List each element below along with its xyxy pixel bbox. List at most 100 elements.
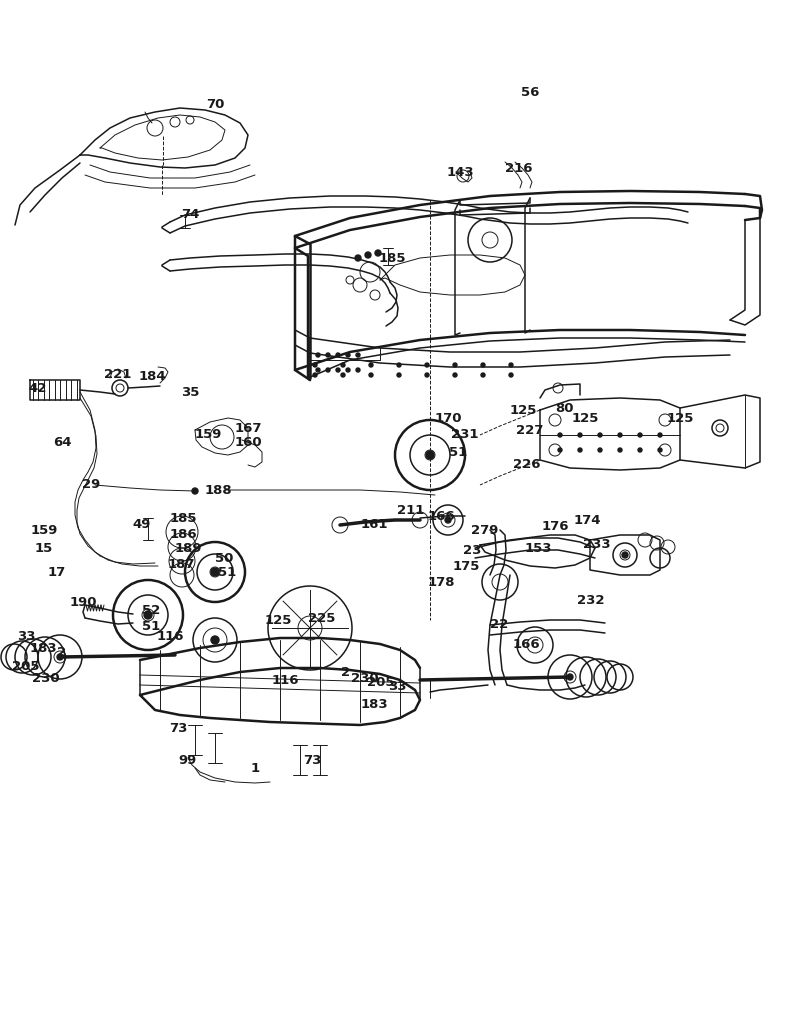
Text: 166: 166: [512, 639, 540, 651]
Text: 15: 15: [35, 542, 53, 555]
Text: 33: 33: [387, 680, 406, 692]
Text: 205: 205: [367, 677, 394, 689]
Circle shape: [481, 362, 485, 367]
Text: 205: 205: [13, 660, 39, 674]
Circle shape: [192, 488, 198, 494]
Text: 73: 73: [169, 723, 187, 735]
Text: 52: 52: [142, 604, 160, 617]
Circle shape: [365, 252, 371, 258]
Circle shape: [445, 517, 451, 523]
Circle shape: [658, 449, 662, 452]
Circle shape: [211, 568, 219, 575]
Circle shape: [453, 362, 457, 367]
Circle shape: [397, 373, 401, 377]
Circle shape: [316, 368, 320, 372]
Text: 231: 231: [451, 428, 479, 441]
Circle shape: [336, 353, 340, 357]
Text: 23: 23: [463, 544, 481, 556]
Circle shape: [313, 373, 317, 377]
Text: 143: 143: [447, 166, 474, 178]
Text: 188: 188: [204, 483, 232, 497]
Text: 175: 175: [452, 559, 480, 572]
Circle shape: [355, 255, 361, 261]
Text: 64: 64: [53, 436, 71, 450]
Circle shape: [425, 362, 429, 367]
Circle shape: [57, 654, 63, 660]
Text: 233: 233: [583, 539, 611, 552]
Circle shape: [622, 552, 628, 558]
Text: 279: 279: [471, 524, 499, 538]
Text: 230: 230: [351, 672, 379, 684]
Circle shape: [144, 611, 152, 618]
Circle shape: [598, 449, 602, 452]
Text: 225: 225: [308, 611, 335, 625]
Text: 167: 167: [234, 422, 262, 434]
Circle shape: [426, 451, 434, 459]
Text: 125: 125: [667, 412, 694, 425]
Text: 170: 170: [434, 412, 462, 425]
Circle shape: [397, 362, 401, 367]
Text: 226: 226: [514, 459, 540, 471]
Text: 216: 216: [505, 162, 533, 174]
Circle shape: [341, 362, 345, 367]
Text: 174: 174: [574, 514, 600, 527]
Circle shape: [558, 449, 562, 452]
Circle shape: [346, 368, 350, 372]
Text: 230: 230: [32, 672, 60, 684]
Text: 29: 29: [82, 477, 100, 490]
Text: 159: 159: [30, 523, 58, 537]
Circle shape: [316, 353, 320, 357]
Circle shape: [326, 353, 330, 357]
Circle shape: [369, 362, 373, 367]
Text: 73: 73: [303, 754, 321, 767]
Circle shape: [509, 373, 513, 377]
Text: 189: 189: [174, 543, 202, 555]
Text: 159: 159: [194, 427, 222, 440]
Circle shape: [356, 368, 360, 372]
Circle shape: [211, 636, 219, 644]
Text: 183: 183: [361, 698, 388, 712]
Circle shape: [369, 373, 373, 377]
Text: 186: 186: [169, 527, 196, 541]
Circle shape: [558, 433, 562, 437]
Text: 42: 42: [29, 382, 47, 394]
Circle shape: [346, 353, 350, 357]
Circle shape: [618, 433, 622, 437]
Text: 178: 178: [428, 575, 454, 589]
Circle shape: [356, 353, 360, 357]
Text: 232: 232: [578, 594, 604, 606]
Text: 2: 2: [58, 646, 66, 659]
Text: 125: 125: [571, 412, 599, 425]
Text: 50: 50: [215, 552, 234, 564]
Text: 161: 161: [361, 517, 387, 530]
Circle shape: [425, 373, 429, 377]
Circle shape: [509, 362, 513, 367]
Text: 74: 74: [181, 209, 199, 221]
Text: 183: 183: [29, 641, 57, 654]
Text: 35: 35: [181, 386, 199, 399]
Text: 187: 187: [167, 557, 195, 570]
Text: 190: 190: [69, 596, 97, 608]
Circle shape: [313, 362, 317, 367]
Text: 33: 33: [17, 631, 36, 643]
Circle shape: [341, 373, 345, 377]
Text: 185: 185: [378, 252, 406, 264]
Text: 153: 153: [524, 543, 552, 555]
Text: 185: 185: [170, 512, 196, 525]
Text: 99: 99: [179, 754, 197, 767]
Text: 125: 125: [510, 404, 537, 418]
Text: 70: 70: [206, 98, 224, 112]
Circle shape: [453, 373, 457, 377]
Text: 2: 2: [342, 666, 350, 679]
Text: 1: 1: [250, 762, 260, 774]
Text: 22: 22: [490, 617, 508, 631]
Text: 56: 56: [521, 85, 539, 98]
Circle shape: [578, 433, 582, 437]
Circle shape: [638, 433, 642, 437]
Circle shape: [578, 449, 582, 452]
Circle shape: [638, 449, 642, 452]
Text: 51: 51: [218, 566, 236, 580]
Circle shape: [481, 373, 485, 377]
Text: 227: 227: [516, 424, 544, 436]
Text: 80: 80: [555, 401, 574, 415]
